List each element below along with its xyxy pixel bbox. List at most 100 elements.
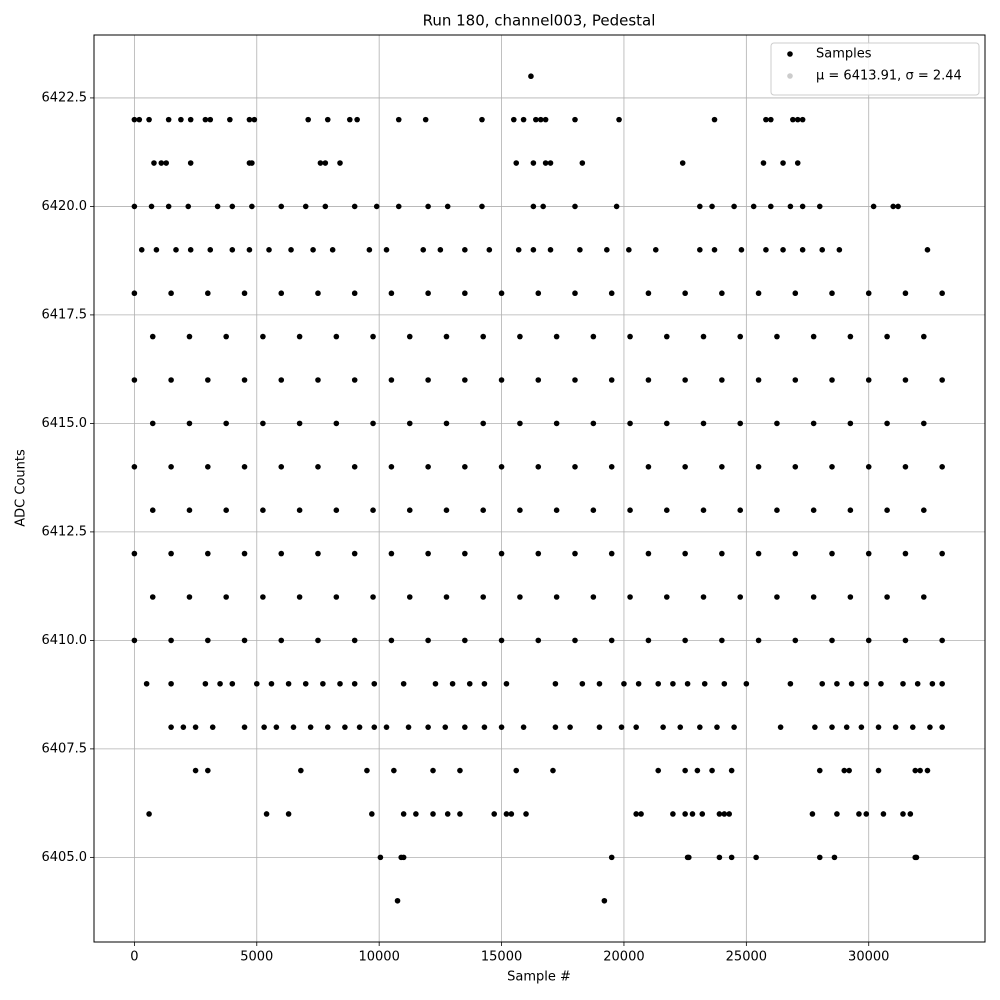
point: [728, 767, 735, 774]
point: [185, 203, 192, 210]
point: [553, 594, 560, 600]
point: [462, 464, 468, 470]
point: [480, 594, 487, 600]
point: [251, 116, 258, 123]
point: [246, 247, 253, 253]
point: [912, 767, 919, 774]
point: [697, 203, 703, 210]
point: [373, 203, 380, 210]
point: [834, 680, 840, 687]
point: [333, 594, 340, 600]
point: [278, 464, 285, 470]
point: [535, 464, 542, 470]
point: [443, 507, 450, 513]
point: [168, 377, 174, 383]
point: [223, 420, 229, 427]
point: [682, 550, 688, 557]
point: [590, 594, 597, 600]
point: [535, 550, 542, 557]
x-tick-label: 10000: [358, 950, 399, 965]
point: [391, 767, 397, 774]
point: [479, 116, 485, 123]
point: [542, 160, 549, 166]
point: [405, 724, 412, 730]
point: [513, 160, 520, 166]
legend-label: μ = 6413.91, σ = 2.44: [816, 69, 962, 84]
point: [929, 680, 936, 687]
point: [285, 680, 292, 687]
legend-marker: [787, 51, 793, 57]
point: [604, 247, 610, 253]
x-axis-label: Sample #: [507, 970, 571, 985]
point: [498, 637, 505, 644]
point: [149, 594, 156, 600]
y-tick-label: 6417.5: [42, 307, 88, 322]
point: [829, 290, 835, 297]
point: [515, 247, 522, 253]
point: [315, 377, 321, 383]
point: [186, 507, 193, 513]
point: [590, 420, 597, 427]
point: [333, 507, 340, 513]
point: [613, 203, 620, 210]
point: [921, 333, 927, 340]
y-tick-label: 6412.5: [42, 524, 88, 539]
point: [608, 377, 615, 383]
point: [553, 420, 560, 427]
point: [241, 637, 248, 644]
point: [608, 637, 615, 644]
point: [535, 290, 542, 297]
point: [701, 680, 708, 687]
point: [535, 637, 542, 644]
point: [542, 116, 549, 123]
point: [865, 290, 872, 297]
point: [168, 464, 174, 470]
point: [371, 724, 378, 730]
point: [755, 290, 762, 297]
x-tick-label: 25000: [726, 950, 767, 965]
point: [753, 854, 759, 861]
point: [836, 247, 843, 253]
point: [205, 550, 211, 557]
point: [809, 811, 816, 817]
point: [406, 420, 413, 427]
point: [711, 247, 718, 253]
point: [395, 116, 402, 123]
point: [810, 507, 817, 513]
point: [253, 680, 260, 687]
point: [425, 724, 431, 730]
point: [168, 724, 174, 730]
point: [774, 333, 780, 340]
point: [755, 637, 762, 644]
point: [939, 680, 945, 687]
point: [577, 247, 583, 253]
point: [131, 637, 138, 644]
point: [596, 724, 603, 730]
point: [902, 290, 909, 297]
point: [180, 724, 187, 730]
point: [737, 333, 744, 340]
point: [621, 680, 627, 687]
point: [153, 247, 160, 253]
point: [131, 550, 138, 557]
point: [288, 247, 294, 253]
point: [510, 116, 517, 123]
series: [131, 73, 945, 904]
point: [425, 203, 431, 210]
point: [774, 594, 780, 600]
point: [572, 637, 578, 644]
point: [425, 290, 431, 297]
point: [138, 247, 145, 253]
point: [875, 767, 882, 774]
point: [520, 116, 527, 123]
point: [261, 724, 267, 730]
point: [618, 724, 625, 730]
point: [523, 811, 529, 817]
legend-marker: [787, 73, 793, 79]
point: [131, 203, 138, 210]
x-tick-label: 20000: [603, 950, 644, 965]
point: [498, 290, 505, 297]
point: [572, 550, 578, 557]
